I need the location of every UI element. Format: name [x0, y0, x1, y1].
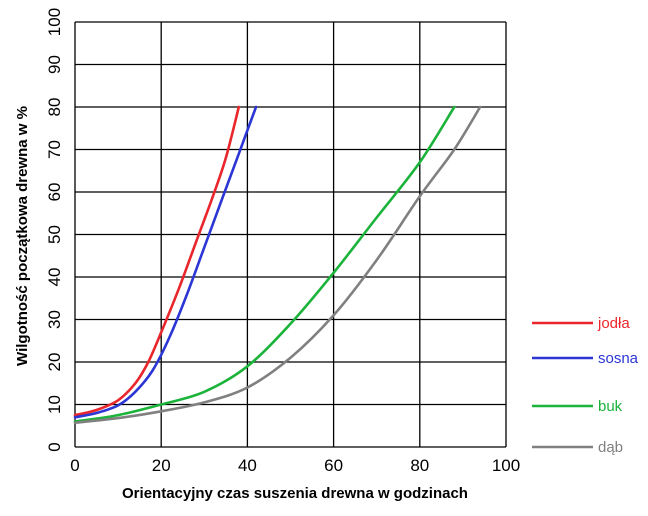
series-line-3: [73, 105, 482, 425]
series-lines: [73, 105, 482, 425]
x-tick-label: 80: [410, 456, 429, 475]
legend-label: sosna: [598, 350, 639, 367]
x-tick-label: 40: [238, 456, 257, 475]
x-axis-title: Orientacyjny czas suszenia drewna w godz…: [122, 485, 468, 502]
legend-label: dąb: [598, 439, 623, 456]
y-tick-label: 60: [45, 183, 64, 202]
legend: jodła sosna buk dąb: [532, 315, 639, 456]
y-tick-label: 50: [45, 225, 64, 244]
legend-label: buk: [598, 398, 623, 415]
series-line-1: [73, 105, 258, 419]
x-tick-label: 100: [492, 456, 520, 475]
y-tick-label: 90: [45, 55, 64, 74]
x-tick-label: 60: [324, 456, 343, 475]
y-tick-label: 80: [45, 98, 64, 117]
series-line-2: [73, 105, 456, 423]
y-tick-label: 10: [45, 395, 64, 414]
y-tick-label: 70: [45, 140, 64, 159]
y-tick-label: 40: [45, 268, 64, 287]
tick-labels: 0 20 40 60 80 100 0 10 20 30 40 50 60 70 80 90 100: [45, 8, 520, 475]
y-tick-label: 30: [45, 310, 64, 329]
legend-label: jodła: [597, 315, 630, 332]
x-tick-label: 0: [70, 456, 79, 475]
y-tick-label: 100: [45, 8, 64, 36]
y-tick-label: 20: [45, 353, 64, 372]
grid: [74, 21, 507, 448]
series-line-0: [73, 105, 241, 417]
y-axis-title: Wilgotność początkowa drewna w %: [14, 106, 31, 366]
y-tick-label: 0: [45, 442, 64, 451]
x-tick-label: 20: [152, 456, 171, 475]
